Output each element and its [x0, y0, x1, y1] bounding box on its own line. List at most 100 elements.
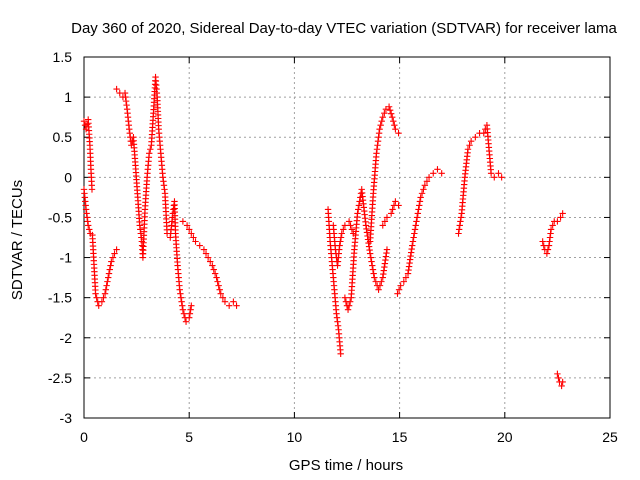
y-tick-label: 0.5 — [53, 129, 73, 145]
data-point — [95, 302, 102, 309]
data-point — [179, 302, 186, 309]
data-point — [233, 302, 240, 309]
data-point — [217, 290, 224, 297]
data-point — [379, 113, 386, 121]
data-point — [187, 306, 194, 313]
data-point — [190, 234, 197, 241]
data-point — [105, 270, 113, 277]
data-point — [345, 218, 353, 225]
data-point — [400, 278, 408, 285]
data-point — [88, 186, 96, 193]
data-point — [549, 222, 556, 229]
data-point — [410, 234, 417, 241]
data-point — [416, 198, 424, 205]
data-point — [113, 246, 120, 253]
data-point — [354, 210, 361, 217]
data-point — [543, 250, 551, 257]
data-point — [347, 222, 354, 229]
data-point — [411, 230, 418, 237]
data-point — [386, 107, 394, 114]
data-point — [104, 278, 111, 285]
data-point — [416, 202, 423, 209]
data-point — [389, 206, 396, 213]
data-point — [366, 250, 374, 257]
data-point — [196, 242, 203, 249]
data-point — [216, 286, 223, 293]
plot-frame — [83, 56, 611, 419]
data-point — [215, 282, 222, 289]
data-point — [383, 214, 391, 221]
data-point — [378, 278, 385, 285]
data-point — [418, 190, 426, 197]
data-point — [147, 146, 154, 153]
data-point — [98, 298, 106, 305]
data-point — [466, 142, 473, 149]
data-point — [467, 138, 475, 145]
grid-lines — [84, 57, 610, 418]
data-point — [464, 146, 472, 153]
data-point — [559, 378, 566, 386]
data-point — [113, 85, 120, 93]
data-point — [390, 117, 397, 125]
data-point — [375, 286, 382, 293]
data-point — [430, 170, 437, 177]
y-tick-label: -2 — [60, 330, 73, 346]
data-point — [491, 174, 498, 181]
data-point — [413, 218, 420, 225]
data-point — [344, 306, 352, 313]
data-point — [456, 222, 463, 229]
data-point — [109, 254, 117, 261]
data-point — [86, 226, 93, 233]
data-point — [202, 250, 210, 257]
axis-ticks: 0 5 10 15 20 25 1.5 1 0.5 0 -0.5 -1 -1.5 -2 -2.5 -3 — [48, 49, 618, 445]
y-tick-label: -3 — [60, 410, 73, 426]
data-point — [367, 254, 375, 261]
data-point — [423, 178, 431, 185]
data-point — [414, 210, 422, 217]
data-point — [425, 174, 433, 181]
data-point — [412, 222, 419, 229]
data-point — [381, 109, 388, 117]
x-tick-label: 20 — [497, 429, 513, 445]
data-point — [183, 222, 191, 229]
data-point — [186, 226, 193, 233]
data-point — [370, 270, 377, 277]
data-point — [337, 350, 344, 358]
x-tick-label: 10 — [287, 429, 303, 445]
data-point — [385, 103, 393, 110]
data-point — [381, 218, 389, 225]
y-tick-label: 1.5 — [53, 49, 73, 65]
data-point — [188, 302, 195, 309]
data-point — [555, 374, 562, 382]
y-tick-label: -0.5 — [48, 209, 72, 225]
data-point — [102, 286, 110, 293]
data-point — [180, 310, 188, 317]
data-point — [200, 246, 208, 253]
data-point — [402, 274, 410, 281]
data-point — [186, 310, 194, 317]
y-axis-label: SDTVAR / TECUs — [9, 180, 26, 300]
data-point — [472, 134, 479, 141]
data-point — [106, 266, 113, 273]
data-point — [372, 278, 379, 285]
data-point — [559, 210, 566, 217]
y-tick-label: 0 — [64, 169, 72, 185]
data-point — [225, 302, 233, 309]
data-point — [539, 238, 546, 245]
data-point — [346, 298, 354, 305]
data-point — [413, 214, 421, 221]
data-point — [420, 186, 427, 193]
data-point — [392, 126, 399, 133]
data-point — [455, 230, 462, 237]
data-point — [337, 234, 345, 241]
data-point — [355, 206, 362, 213]
data-point — [389, 113, 396, 121]
data-point — [487, 170, 495, 177]
data-point — [495, 170, 502, 177]
data-point — [93, 294, 100, 301]
data-point — [338, 230, 345, 237]
y-tick-label: -2.5 — [48, 370, 72, 386]
data-point — [209, 262, 216, 269]
data-point — [177, 290, 184, 297]
